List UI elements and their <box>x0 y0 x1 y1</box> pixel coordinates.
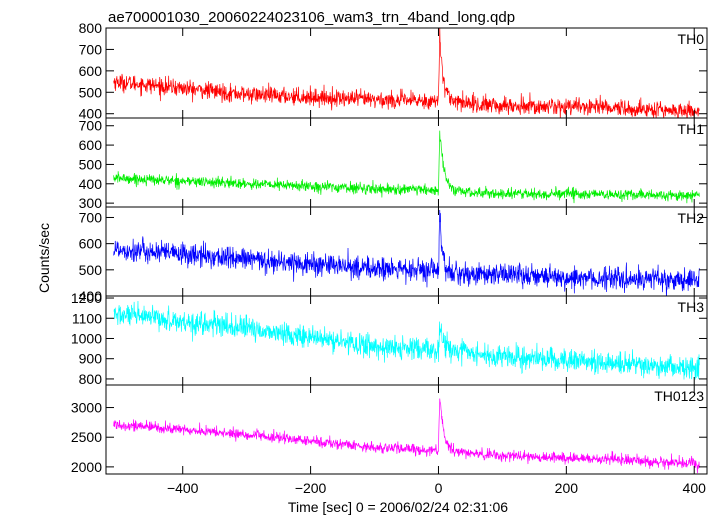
y-axis-label: Counts/sec <box>36 223 52 293</box>
y-tick-label: 3000 <box>71 400 102 416</box>
x-tick-label: 400 <box>683 480 707 496</box>
series-th0 <box>113 28 700 118</box>
x-tick-label: 200 <box>555 480 579 496</box>
y-tick-label: 400 <box>79 176 103 192</box>
y-tick-label: 900 <box>79 351 103 367</box>
panel-frame <box>105 295 708 386</box>
y-tick-label: 1100 <box>72 310 102 326</box>
y-tick-label: 800 <box>79 20 103 36</box>
band-label: TH3 <box>678 299 705 315</box>
y-tick-label: 500 <box>79 156 103 172</box>
chart-title: ae700001030_20060224023106_wam3_trn_4ban… <box>108 9 515 26</box>
x-tick-label: −400 <box>167 480 199 496</box>
series-th1 <box>113 130 700 204</box>
y-tick-label: 700 <box>79 209 103 225</box>
series-th0123 <box>113 398 700 474</box>
band-label: TH0123 <box>654 388 704 404</box>
panel-th3: 800 900 1000 1100 1200 TH3 <box>71 290 708 387</box>
y-tick-label: 1200 <box>71 290 102 306</box>
panel-th0123: 2000 2500 3000 TH0123 <box>71 384 708 475</box>
y-tick-label: 2000 <box>71 459 102 475</box>
x-axis-label: Time [sec] 0 = 2006/02/24 02:31:06 <box>288 499 508 515</box>
band-label: TH1 <box>678 121 705 137</box>
y-tick-label: 700 <box>79 118 103 134</box>
x-tick-label: −200 <box>295 480 327 496</box>
y-tick-label: 500 <box>79 84 103 100</box>
y-tick-label: 500 <box>79 262 103 278</box>
band-label: TH2 <box>678 210 705 226</box>
y-tick-label: 600 <box>79 137 103 153</box>
panel-frame <box>105 384 708 475</box>
y-tick-label: 600 <box>79 63 103 79</box>
x-tick-label: 0 <box>435 480 443 496</box>
panel-th0: 400 500 600 700 800 TH0 <box>79 20 708 122</box>
y-tick-label: 600 <box>79 236 103 252</box>
panel-th2: 400 500 600 700 TH2 <box>79 206 708 304</box>
y-tick-label: 400 <box>79 288 103 304</box>
panel-th1: 300 400 500 600 700 TH1 <box>79 117 708 211</box>
y-tick-label: 800 <box>79 371 103 387</box>
series-th2 <box>113 210 700 296</box>
x-axis: −400 −200 0 200 400 <box>167 480 706 496</box>
y-tick-label: 1000 <box>71 330 102 346</box>
y-tick-label: 300 <box>79 195 103 211</box>
y-tick-label: 400 <box>79 106 103 122</box>
panels-group: 400 500 600 700 800 TH0 300 400 500 600 700 TH1 400 5… <box>71 20 708 475</box>
series-th3 <box>113 300 700 380</box>
y-tick-label: 700 <box>79 41 103 57</box>
y-tick-label: 2500 <box>71 429 102 445</box>
band-label: TH0 <box>678 31 705 47</box>
